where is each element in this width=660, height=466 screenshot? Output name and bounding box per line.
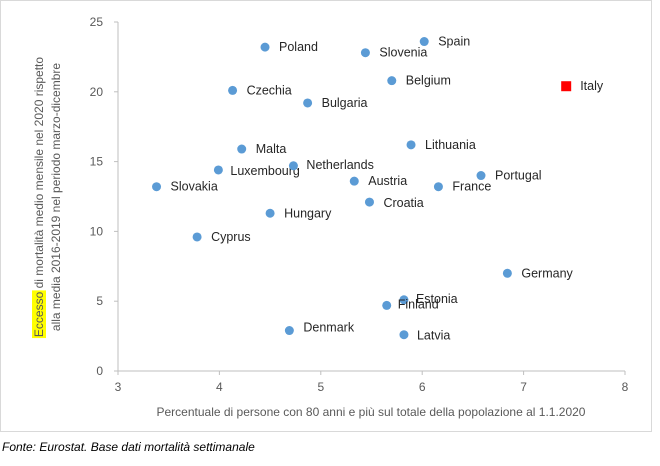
- axes: [117, 22, 625, 372]
- y-tick-label: 25: [90, 15, 104, 29]
- label-czechia: Czechia: [247, 83, 292, 97]
- label-germany: Germany: [521, 266, 573, 280]
- data-points: Spain Poland Slovenia Belgium Italy Czechia Bu…: [152, 35, 604, 343]
- point-spain: [419, 37, 429, 47]
- y-axis-label-rest: di mortalità medio mensile nel 2020 risp…: [32, 57, 46, 292]
- point-austria: [349, 176, 359, 186]
- point-hungary: [265, 208, 275, 218]
- chart-frame: 0 5 10 15 20 25 3 4 5 6 7 8 Spain Poland Slovenia Belg…: [0, 0, 652, 432]
- point-finland: [382, 300, 392, 310]
- label-bulgaria: Bulgaria: [322, 96, 368, 110]
- source-note: Fonte: Eurostat. Base dati mortalità set…: [2, 440, 255, 454]
- x-tick-label: 7: [520, 380, 527, 394]
- x-tick-label: 3: [115, 380, 122, 394]
- label-luxembourg: Luxembourg: [230, 164, 300, 178]
- label-austria: Austria: [368, 174, 407, 188]
- point-netherlands: [288, 161, 298, 171]
- y-tick-label: 15: [90, 155, 104, 169]
- x-tick-label: 4: [216, 380, 223, 394]
- label-italy: Italy: [580, 79, 604, 93]
- point-czechia: [228, 85, 238, 95]
- y-axis-label-highlight-bg: [32, 290, 46, 339]
- x-tick-label: 5: [317, 380, 324, 394]
- x-axis-label: Percentuale di persone con 80 anni e più…: [157, 405, 586, 419]
- label-finland: Finland: [398, 297, 439, 311]
- y-axis-label-line2: alla media 2016-2019 nel periodo marzo-d…: [49, 63, 63, 331]
- point-slovenia: [360, 48, 370, 58]
- label-croatia: Croatia: [383, 196, 423, 210]
- point-poland: [260, 42, 270, 52]
- x-tick-label: 6: [419, 380, 426, 394]
- point-croatia: [364, 197, 374, 207]
- x-tick-label: 8: [622, 380, 629, 394]
- y-tick-label: 20: [90, 85, 104, 99]
- point-latvia: [399, 330, 409, 340]
- label-denmark: Denmark: [303, 321, 354, 335]
- point-cyprus: [192, 232, 202, 242]
- label-slovakia: Slovakia: [171, 180, 218, 194]
- label-belgium: Belgium: [406, 74, 451, 88]
- label-poland: Poland: [279, 40, 318, 54]
- y-axis-label-line1: Eccesso di mortalità medio mensile nel 2…: [32, 57, 46, 337]
- point-france: [433, 182, 443, 192]
- label-hungary: Hungary: [284, 206, 332, 220]
- y-axis-label-highlight: Eccesso: [32, 291, 46, 337]
- label-latvia: Latvia: [417, 329, 450, 343]
- point-bulgaria: [303, 98, 313, 108]
- label-malta: Malta: [256, 142, 287, 156]
- point-luxembourg: [213, 165, 223, 175]
- label-france: France: [452, 180, 491, 194]
- y-tick-label: 10: [90, 224, 104, 238]
- point-italy: [561, 81, 572, 92]
- y-tick-label: 5: [96, 294, 103, 308]
- point-germany: [502, 268, 512, 278]
- label-slovenia: Slovenia: [379, 46, 427, 60]
- y-tick-label: 0: [96, 364, 103, 378]
- label-spain: Spain: [438, 35, 470, 49]
- point-belgium: [387, 76, 397, 86]
- label-cyprus: Cyprus: [211, 230, 251, 244]
- label-estonia: Estonia: [416, 292, 458, 306]
- point-denmark: [284, 326, 294, 336]
- label-portugal: Portugal: [495, 169, 542, 183]
- axis-ticks: 0 5 10 15 20 25 3 4 5 6 7 8: [90, 15, 629, 394]
- point-portugal: [476, 171, 486, 181]
- point-malta: [237, 144, 247, 154]
- point-lithuania: [406, 140, 416, 150]
- scatter-chart: 0 5 10 15 20 25 3 4 5 6 7 8 Spain Poland Slovenia Belg…: [32, 15, 629, 419]
- point-estonia: [399, 295, 409, 305]
- label-lithuania: Lithuania: [425, 138, 476, 152]
- label-netherlands: Netherlands: [306, 158, 373, 172]
- point-slovakia: [152, 182, 162, 192]
